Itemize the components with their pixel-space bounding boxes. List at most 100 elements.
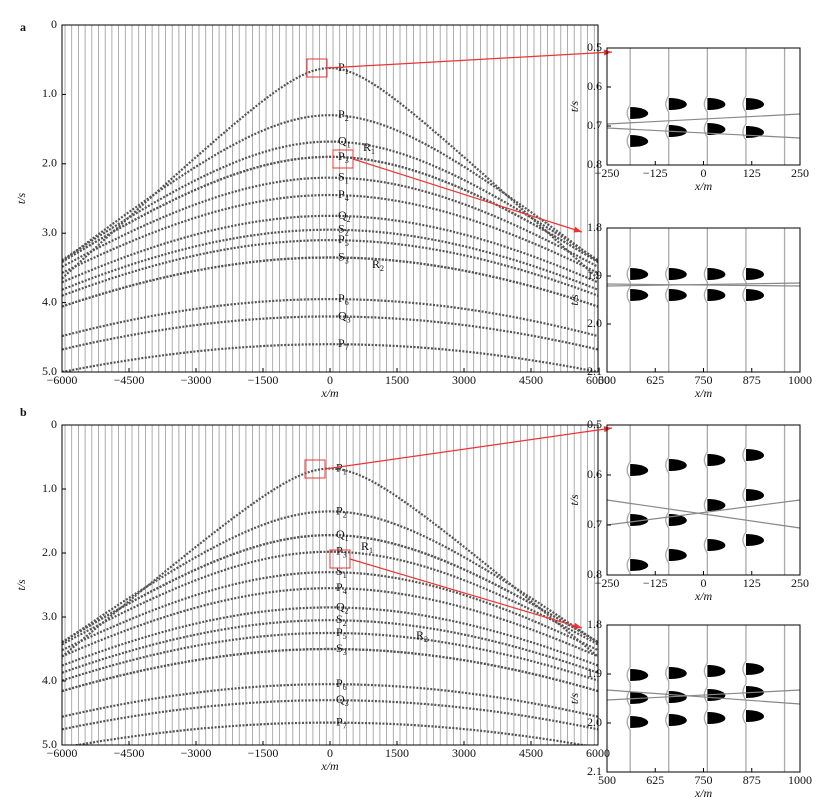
event-name: S <box>338 221 345 235</box>
x-axis-label: x/m <box>694 386 713 400</box>
wavelet <box>668 549 687 561</box>
wavelet <box>668 667 687 679</box>
y-tick-label: 5.0 <box>42 737 57 751</box>
event-name: P <box>338 291 345 305</box>
event-label: P7 <box>338 336 349 352</box>
wavelet <box>668 459 687 471</box>
event-sub: 3 <box>345 699 349 708</box>
event-sub: 6 <box>343 683 347 692</box>
trace <box>626 228 631 372</box>
x-tick-label: −1500 <box>248 746 279 760</box>
gather <box>62 425 598 745</box>
wavelet <box>707 454 726 466</box>
event-sub: 7 <box>343 721 347 730</box>
x-tick-label: 0 <box>327 373 333 387</box>
event-label: P4 <box>338 187 349 203</box>
reflection <box>62 228 598 291</box>
wavelet <box>707 665 726 677</box>
event-name: Q <box>336 527 345 541</box>
frame <box>606 424 801 576</box>
wavelet <box>630 135 649 147</box>
event-sub: 1 <box>347 140 351 149</box>
x-tick-label: 0 <box>701 166 707 180</box>
reflection <box>62 699 598 731</box>
event-name: P <box>338 336 345 350</box>
event-name: Q <box>336 692 345 706</box>
y-tick-label: 3.0 <box>42 609 57 623</box>
event-name: S <box>338 169 345 183</box>
y-tick-label: 2.0 <box>42 156 57 170</box>
y-tick-label: 0 <box>51 417 57 431</box>
event-label: P1 <box>336 460 347 476</box>
event-label: S3 <box>338 249 349 265</box>
trace <box>703 48 709 165</box>
event-sub: 1 <box>343 467 347 476</box>
frame <box>61 24 599 373</box>
x-tick-label: 1000 <box>788 773 812 787</box>
x-tick-label: −250 <box>595 576 620 590</box>
y-tick-label: 2.0 <box>587 316 602 330</box>
reflection <box>62 631 598 682</box>
reflection <box>70 721 590 745</box>
event-label: P2 <box>338 107 349 123</box>
event-name: R <box>416 628 424 642</box>
x-tick-label: 250 <box>791 576 809 590</box>
x-tick-label: 3000 <box>452 373 476 387</box>
x-tick-label: 125 <box>743 576 761 590</box>
event-sub: 3 <box>345 156 349 165</box>
event-label: R2 <box>372 257 384 273</box>
wavelet <box>745 710 764 722</box>
wavelet <box>668 268 687 280</box>
y-tick-label: 0.6 <box>587 79 602 93</box>
event-name: P <box>338 187 345 201</box>
trace <box>742 228 747 372</box>
x-tick-label: 3000 <box>452 746 476 760</box>
event-label: S1 <box>338 169 349 185</box>
event-label: R1 <box>361 539 373 555</box>
frame <box>606 47 801 166</box>
zoom-line <box>326 51 613 69</box>
wavelet <box>707 499 726 511</box>
arrow-head <box>603 426 612 433</box>
x-tick-label: 125 <box>743 166 761 180</box>
reflection <box>62 534 598 644</box>
reflection <box>62 114 598 263</box>
event-name: S <box>338 249 345 263</box>
panel-label: a <box>20 20 26 34</box>
trace <box>703 228 709 372</box>
event-label: Q2 <box>338 208 351 224</box>
arrow-head <box>603 49 612 56</box>
event-label: P5 <box>336 625 347 641</box>
event-sub: 1 <box>343 571 347 580</box>
event-sub: 1 <box>345 67 349 76</box>
event-name: P <box>336 580 343 594</box>
y-tick-label: 0.5 <box>587 40 602 54</box>
event-line <box>606 499 801 526</box>
trace <box>742 425 747 575</box>
event-label: P3 <box>338 149 349 165</box>
reflection <box>62 343 598 372</box>
wavelet <box>668 125 687 137</box>
event-name: Q <box>336 599 345 613</box>
wavelet <box>630 289 649 301</box>
x-tick-label: 4500 <box>519 746 543 760</box>
event-sub: 5 <box>343 632 347 641</box>
y-tick-label: 4.0 <box>42 294 57 308</box>
y-tick-label: 2.1 <box>587 764 602 778</box>
reflection <box>62 155 598 263</box>
event-sub: 2 <box>345 114 349 123</box>
y-axis-label: t/s <box>567 494 581 506</box>
y-tick-label: 1.8 <box>587 617 602 631</box>
event-name: Q <box>338 208 347 222</box>
panel-label: b <box>20 405 27 419</box>
wavelet <box>745 289 764 301</box>
trace <box>665 625 670 772</box>
reflection <box>62 647 598 693</box>
event-name: P <box>336 625 343 639</box>
event-line <box>606 113 801 125</box>
y-tick-label: 1.9 <box>587 666 602 680</box>
reflection <box>62 683 598 718</box>
event-name: Q <box>338 133 347 147</box>
event-line <box>606 127 801 139</box>
x-tick-label: 6000 <box>586 373 610 387</box>
